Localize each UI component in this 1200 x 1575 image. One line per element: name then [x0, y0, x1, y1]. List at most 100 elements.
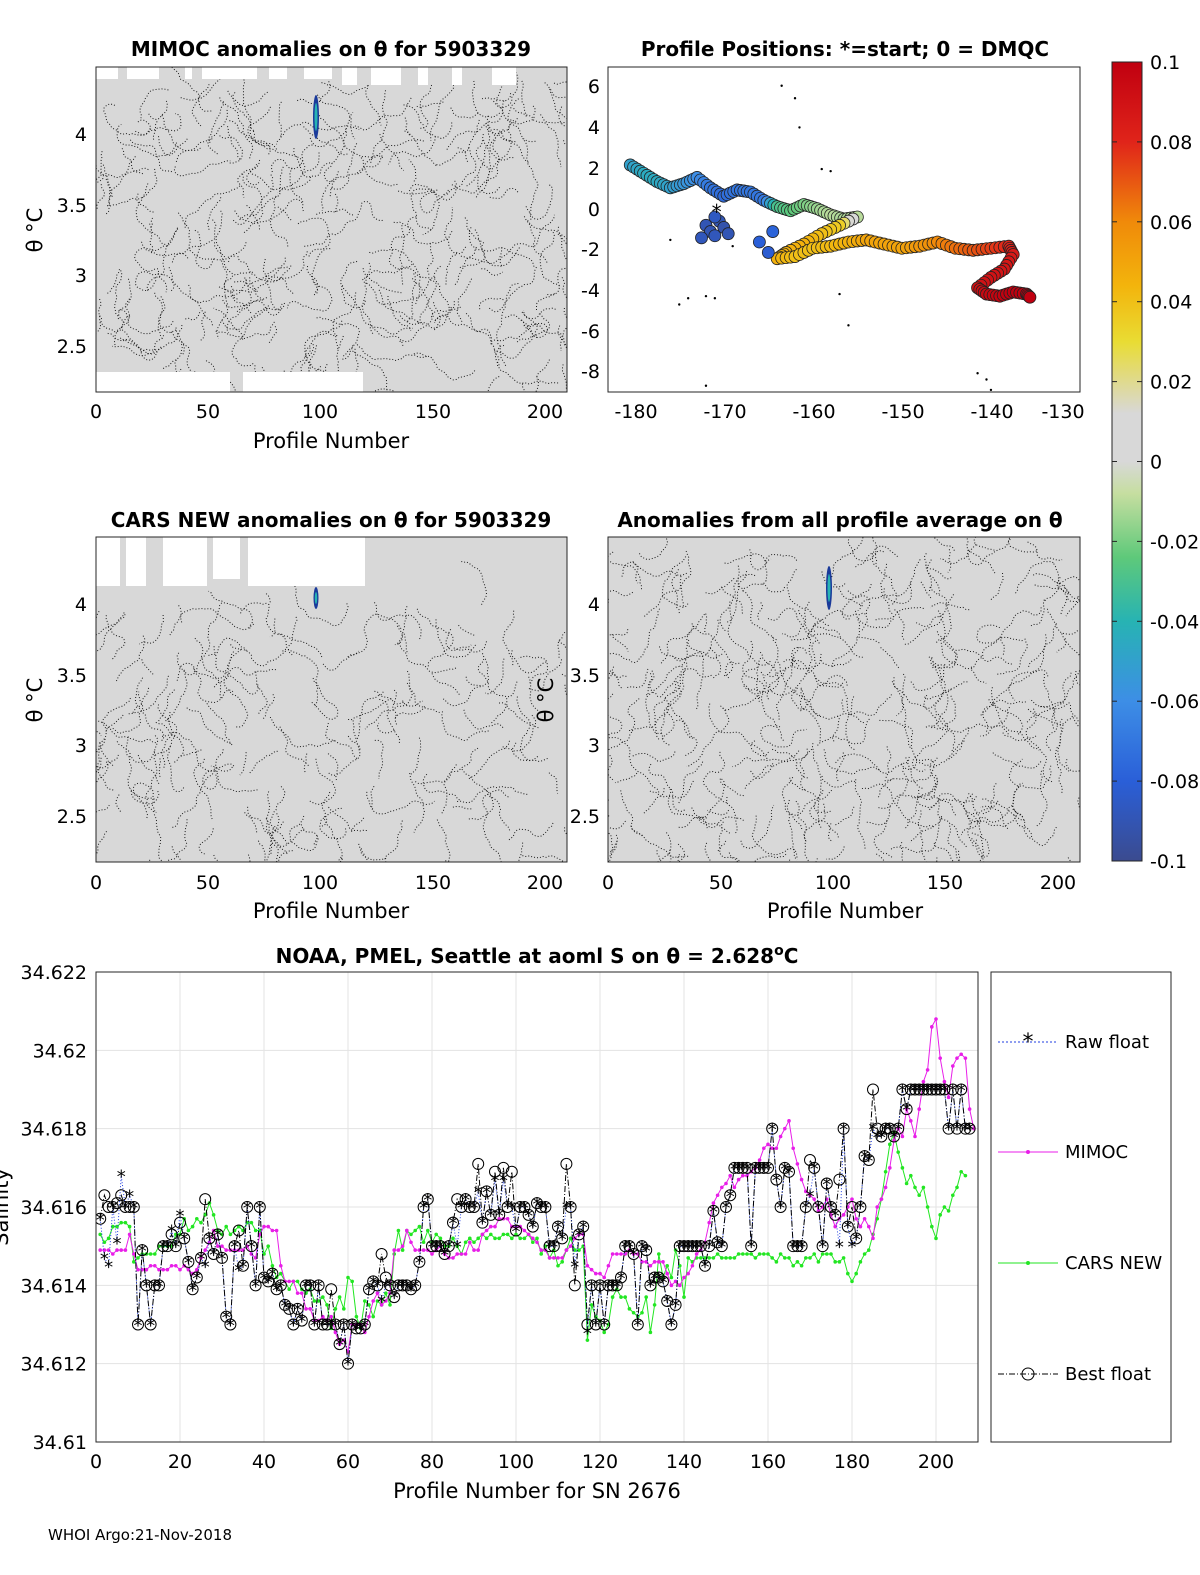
data-point — [434, 1232, 439, 1237]
contour-line — [361, 262, 374, 335]
contour-line — [309, 112, 354, 148]
data-point: * — [411, 1276, 420, 1297]
data-point: * — [344, 1355, 353, 1376]
data-point — [644, 1279, 657, 1292]
data-point — [888, 1130, 900, 1143]
data-point — [304, 1307, 308, 1311]
contour-line — [352, 350, 389, 392]
data-point — [413, 1248, 418, 1252]
contour-line — [1046, 608, 1080, 635]
contour-line — [741, 666, 761, 699]
contour-line — [1056, 633, 1067, 653]
salinity-x-tick: 20 — [168, 1451, 192, 1473]
data-point — [799, 1201, 812, 1213]
data-point — [774, 1260, 779, 1264]
positions-y-tick: 4 — [588, 117, 600, 139]
data-point — [812, 1197, 816, 1201]
colorbar-tick-label: -0.04 — [1150, 611, 1199, 633]
contour-line — [990, 687, 1040, 751]
data-point — [430, 1240, 443, 1253]
data-point — [169, 1240, 182, 1253]
data-point — [228, 1240, 241, 1253]
contour-line — [629, 709, 670, 732]
data-point — [510, 1224, 522, 1237]
data-point — [909, 1083, 921, 1096]
contour-line — [193, 667, 234, 704]
data-point — [493, 1224, 497, 1229]
contour-line — [609, 561, 642, 590]
data-point: * — [474, 1182, 483, 1203]
contour-line — [319, 791, 331, 827]
data-point — [745, 1240, 758, 1253]
salinity-x-tick: 200 — [918, 1451, 954, 1473]
contour-line — [188, 277, 247, 304]
contour-line — [923, 694, 956, 752]
contour-line — [397, 190, 440, 236]
mimoc-y-tick: 3 — [75, 265, 87, 287]
contour-line — [769, 640, 817, 696]
data-point: * — [549, 1237, 558, 1258]
data-point: * — [869, 1120, 878, 1141]
contour-line — [177, 212, 235, 261]
cars-title: CARS NEW anomalies on θ for 5903329 — [111, 508, 552, 532]
data-point — [665, 1318, 678, 1331]
data-point: * — [885, 1120, 894, 1141]
data-point: * — [969, 0, 978, 5]
cars-y-tick: 3.5 — [57, 665, 87, 687]
data-point — [253, 1201, 266, 1213]
data-point — [136, 1256, 140, 1260]
contour-line — [1032, 573, 1080, 599]
data-point — [909, 1173, 913, 1178]
data-point — [631, 1310, 636, 1315]
data-point — [959, 1122, 972, 1135]
data-point — [833, 1224, 837, 1229]
contour-line — [936, 592, 955, 643]
legend-mimoc-label: MIMOC — [1065, 1142, 1128, 1163]
contour-line — [132, 782, 156, 813]
salinity-legend: * Raw float MIMOC CARS NEW Best float — [990, 971, 1172, 1443]
data-point — [426, 1240, 438, 1253]
contour-line — [804, 600, 815, 632]
data-point — [140, 1279, 153, 1292]
contour-line — [269, 715, 335, 748]
data-point — [224, 1224, 228, 1229]
contour-line — [821, 775, 858, 788]
data-point — [358, 1318, 371, 1331]
contour-line — [249, 750, 280, 774]
mimoc-y-tick: 3.5 — [57, 195, 87, 217]
contour-line — [120, 326, 158, 355]
data-point — [111, 1252, 115, 1256]
contour-line — [155, 721, 185, 757]
data-point — [291, 1302, 304, 1315]
data-point: * — [726, 1186, 735, 1207]
contour-line — [308, 361, 362, 386]
data-point — [757, 1158, 762, 1162]
contour-line — [816, 789, 824, 830]
cars-y-tick: 4 — [75, 594, 87, 616]
data-point — [665, 1263, 669, 1268]
data-point: * — [234, 1261, 243, 1282]
data-point — [127, 1201, 140, 1213]
data-point — [711, 1256, 716, 1260]
data-point: * — [457, 1198, 466, 1219]
data-point — [682, 1240, 695, 1253]
contour-line — [1002, 732, 1038, 742]
data-point: * — [537, 1198, 546, 1219]
contour-line — [108, 156, 136, 206]
data-point: * — [440, 1245, 449, 1266]
data-point — [619, 1252, 623, 1256]
contour-line — [553, 81, 567, 85]
contour-line — [115, 794, 123, 814]
contour-line — [927, 656, 946, 689]
salinity-x-tick: 0 — [90, 1451, 102, 1473]
data-point — [270, 1283, 283, 1296]
contour-line — [133, 228, 179, 273]
data-point — [195, 1267, 199, 1272]
data-point — [615, 1271, 627, 1284]
data-point: * — [272, 1280, 281, 1301]
allavg-x-tick: 150 — [927, 872, 963, 894]
data-point — [900, 1166, 905, 1170]
data-point — [610, 1279, 623, 1292]
contour-line — [751, 815, 799, 860]
profile-position — [752, 235, 766, 249]
